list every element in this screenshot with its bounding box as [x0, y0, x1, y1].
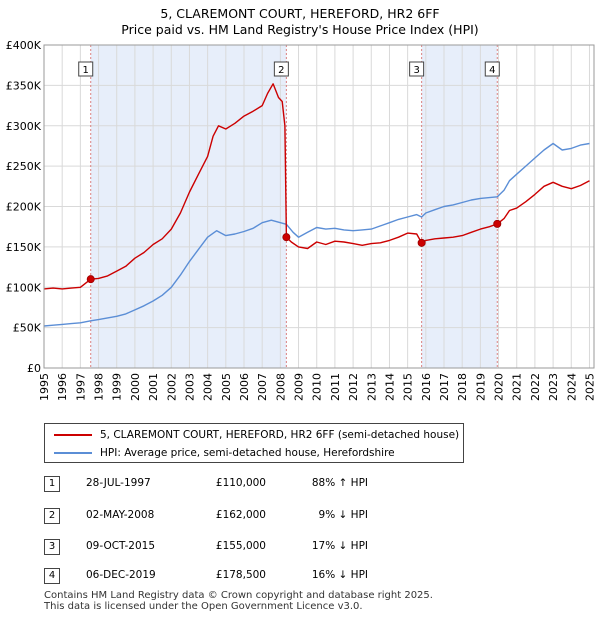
x-tick-label: 2011 [329, 373, 342, 401]
footer-line-1: Contains HM Land Registry data © Crown c… [44, 590, 433, 601]
transaction-row: 3 09-OCT-2015 £155,000 17% ↓ HPI [0, 537, 600, 559]
x-tick-label: 2020 [493, 373, 506, 401]
x-tick-label: 2005 [220, 373, 233, 401]
x-tick-label: 2009 [293, 373, 306, 401]
footer-line-2: This data is licensed under the Open Gov… [44, 601, 363, 612]
transaction-date: 02-MAY-2008 [86, 509, 155, 521]
transaction-hpi: 17% ↓ HPI [311, 540, 368, 552]
sale-marker-box [78, 61, 94, 77]
transaction-row: 1 28-JUL-1997 £110,000 88% ↑ HPI [0, 474, 600, 496]
sale-marker-box [484, 61, 500, 77]
transaction-hpi: 9% ↓ HPI [318, 509, 368, 521]
sale-marker-box [273, 61, 289, 77]
transaction-number: 4 [44, 568, 60, 584]
plot-frame [43, 44, 595, 369]
transaction-number: 1 [44, 476, 60, 492]
x-tick-label: 2007 [256, 373, 269, 401]
y-tick-label: £150K [6, 241, 42, 254]
transaction-hpi: 88% ↑ HPI [311, 477, 368, 489]
legend-label-hpi: HPI: Average price, semi-detached house,… [100, 447, 395, 459]
x-tick-label: 2014 [383, 373, 396, 401]
x-tick-label: 2001 [147, 373, 160, 401]
sale-point [86, 275, 95, 284]
x-tick-label: 2017 [438, 373, 451, 401]
transaction-number: 2 [44, 508, 60, 524]
transaction-date: 06-DEC-2019 [86, 569, 156, 581]
sale-marker-label: 2 [278, 65, 284, 76]
chart-title: 5, CLAREMONT COURT, HEREFORD, HR2 6FF [160, 6, 440, 21]
x-tick-label: 2021 [511, 373, 524, 401]
transaction-row: 4 06-DEC-2019 £178,500 16% ↓ HPI [0, 566, 600, 588]
x-tick-label: 2025 [583, 373, 596, 401]
transaction-price: £162,000 [215, 509, 266, 521]
x-tick-label: 1996 [56, 373, 69, 401]
x-tick-label: 2000 [129, 373, 142, 401]
x-tick-label: 2013 [365, 373, 378, 401]
x-axis-tick-labels: 1995 1996 1997 1998 1999 2000 2001 2002 2003 2004… [38, 373, 596, 401]
x-tick-label: 1999 [111, 373, 124, 401]
x-tick-label: 2004 [202, 373, 215, 401]
x-tick-label: 2003 [183, 373, 196, 401]
y-tick-label: £350K [6, 79, 42, 92]
x-tick-label: 2022 [529, 373, 542, 401]
y-axis-tick-labels: £0 £50K £100K £150K £200K £250K £300K £350K £400… [6, 39, 42, 375]
y-tick-label: £100K [6, 281, 42, 294]
y-tick-label: £300K [6, 120, 42, 133]
x-tick-label: 2015 [402, 373, 415, 401]
y-tick-label: £50K [13, 322, 42, 335]
legend-swatch-hpi [54, 452, 92, 454]
price-chart: 1 2 3 4 £0 £50K £100K £150K £200K £250K £300K £350… [6, 39, 597, 401]
transaction-date: 09-OCT-2015 [86, 540, 155, 552]
x-tick-label: 2012 [347, 373, 360, 401]
sale-point [417, 238, 426, 247]
chart-subtitle: Price paid vs. HM Land Registry's House … [121, 22, 479, 37]
y-tick-label: £200K [6, 201, 42, 214]
sale-marker-label: 4 [489, 65, 495, 76]
sale-marker-boxes: 1 2 3 4 [78, 61, 500, 77]
x-tick-label: 2010 [311, 373, 324, 401]
legend-label-property: 5, CLAREMONT COURT, HEREFORD, HR2 6FF (s… [100, 429, 460, 441]
transaction-number: 3 [44, 539, 60, 555]
transaction-price: £178,500 [215, 569, 266, 581]
legend-swatch-property [54, 434, 92, 436]
x-tick-label: 2008 [274, 373, 287, 401]
footer: Contains HM Land Registry data © Crown c… [44, 590, 433, 612]
transaction-row: 2 02-MAY-2008 £162,000 9% ↓ HPI [0, 506, 600, 528]
sale-points [86, 219, 502, 284]
x-tick-label: 2018 [456, 373, 469, 401]
x-tick-label: 2016 [420, 373, 433, 401]
sale-marker-label: 1 [83, 65, 89, 76]
transaction-date: 28-JUL-1997 [86, 477, 151, 489]
y-tick-label: £250K [6, 160, 42, 173]
hpi-line [43, 142, 590, 327]
x-tick-label: 1995 [38, 373, 51, 401]
x-tick-label: 2002 [165, 373, 178, 401]
x-tick-label: 2006 [238, 373, 251, 401]
transaction-price: £110,000 [215, 477, 266, 489]
x-tick-label: 2019 [474, 373, 487, 401]
x-tick-label: 2023 [547, 373, 560, 401]
x-tick-label: 1997 [74, 373, 87, 401]
x-tick-label: 2024 [565, 373, 578, 401]
y-tick-label: £400K [6, 39, 42, 52]
sale-point [493, 219, 502, 228]
sale-point [282, 233, 291, 242]
sale-marker-label: 3 [413, 65, 419, 76]
legend: 5, CLAREMONT COURT, HEREFORD, HR2 6FF (s… [44, 423, 464, 463]
transaction-hpi: 16% ↓ HPI [311, 569, 368, 581]
y-tick-label: £0 [27, 362, 41, 375]
transaction-price: £155,000 [215, 540, 266, 552]
sale-marker-box [409, 61, 425, 77]
x-tick-label: 1998 [93, 373, 106, 401]
